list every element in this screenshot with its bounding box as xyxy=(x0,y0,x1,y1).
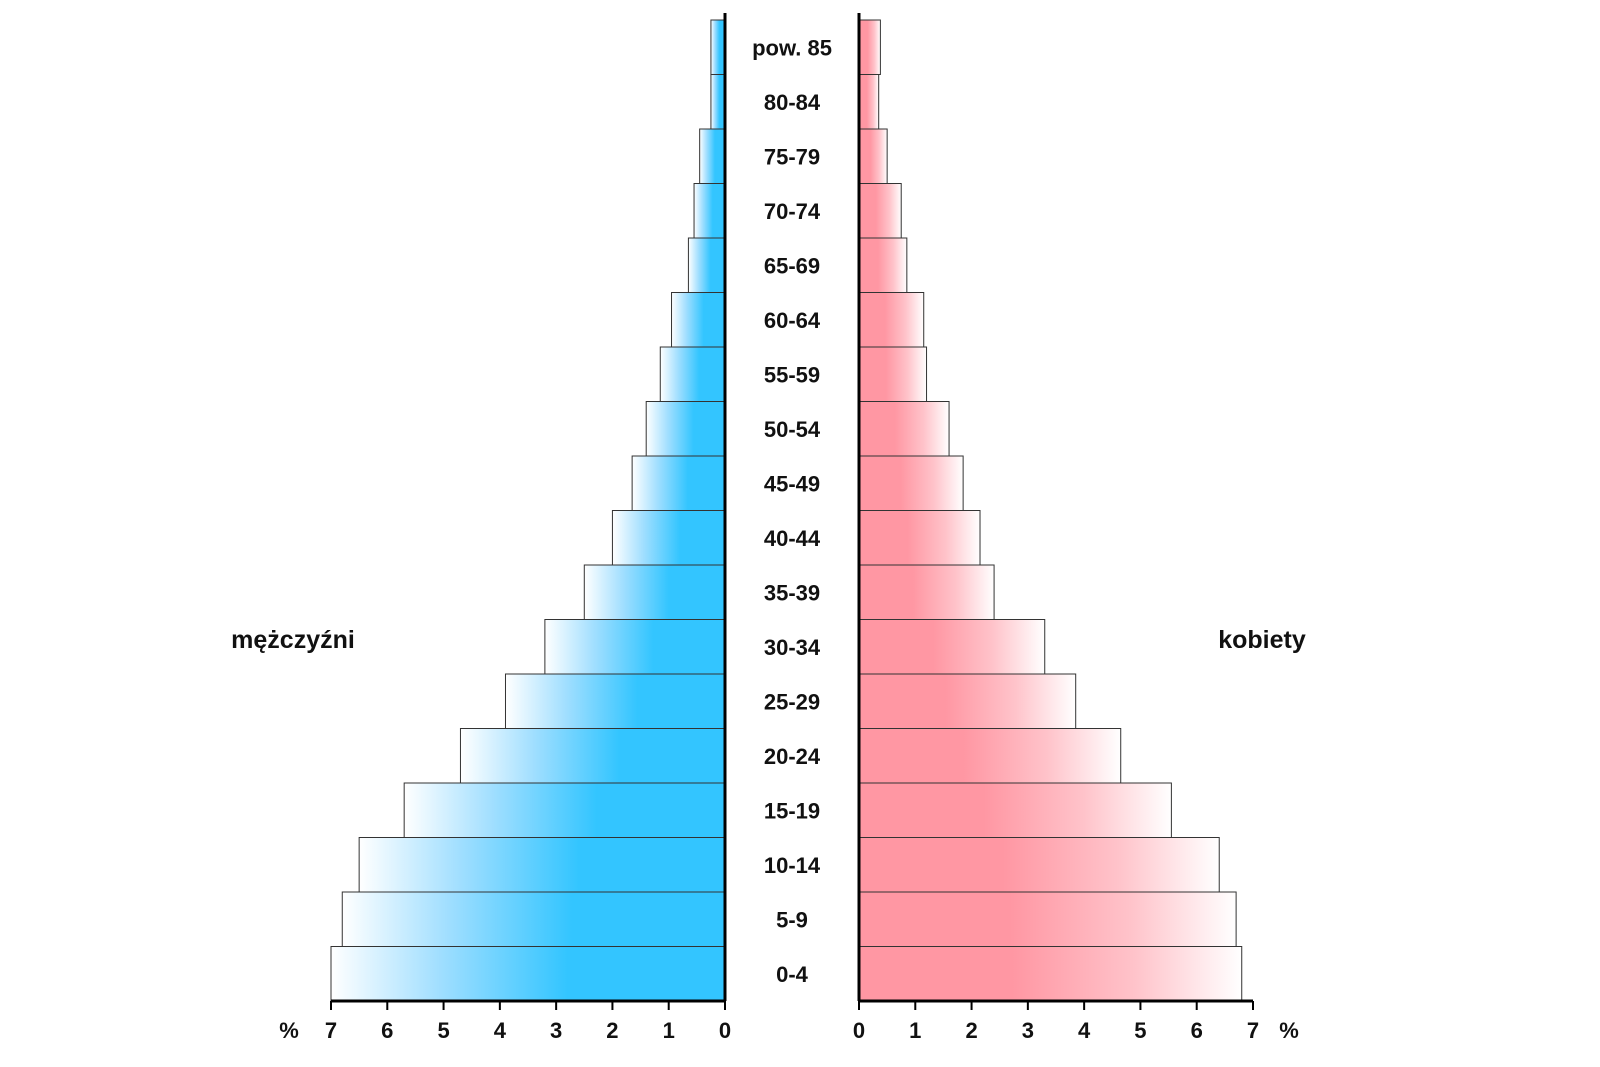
female-bar xyxy=(858,292,925,348)
age-group-label: 75-79 xyxy=(764,144,820,169)
age-group-label: 65-69 xyxy=(764,253,820,278)
male-bar xyxy=(687,237,726,293)
male-unit-label: % xyxy=(279,1018,299,1043)
age-group-label: 60-64 xyxy=(764,308,821,333)
age-group-label: 15-19 xyxy=(764,798,820,823)
female-bar xyxy=(858,237,908,293)
female-x-tick-label: 2 xyxy=(965,1018,977,1043)
male-x-tick-label: 1 xyxy=(663,1018,675,1043)
female-bar xyxy=(858,782,1172,838)
age-group-label: 30-34 xyxy=(764,635,821,660)
male-bar xyxy=(631,455,726,511)
female-bar xyxy=(858,401,950,457)
male-x-tick-label: 2 xyxy=(606,1018,618,1043)
age-group-label: 10-14 xyxy=(764,853,821,878)
female-side-label: kobiety xyxy=(1218,626,1306,654)
female-bar xyxy=(858,619,1046,675)
female-unit-label: % xyxy=(1279,1018,1299,1043)
female-bar xyxy=(858,128,888,184)
male-bar xyxy=(403,782,726,838)
female-bars xyxy=(858,19,1243,1002)
female-bar xyxy=(858,183,902,239)
male-bar xyxy=(583,564,726,620)
age-group-label: 55-59 xyxy=(764,362,820,387)
age-group-label: 40-44 xyxy=(764,526,821,551)
age-group-label: 50-54 xyxy=(764,417,821,442)
female-bar xyxy=(858,346,928,402)
axes: 0 0 1 1 2 2 3 3 4 4 5 5 6 6 7 7 xyxy=(325,13,1259,1043)
male-bars xyxy=(330,19,726,1002)
female-x-tick-label: 4 xyxy=(1078,1018,1091,1043)
female-x-tick-label: 5 xyxy=(1134,1018,1146,1043)
female-x-tick-label: 6 xyxy=(1191,1018,1203,1043)
age-group-label: 0-4 xyxy=(776,962,809,987)
age-group-label: 45-49 xyxy=(764,471,820,496)
age-group-label: pow. 85 xyxy=(752,35,832,60)
age-group-label: 70-74 xyxy=(764,199,821,224)
male-x-tick-label: 0 xyxy=(719,1018,731,1043)
female-bar xyxy=(858,728,1122,784)
male-bar xyxy=(341,891,726,947)
age-group-label: 80-84 xyxy=(764,90,821,115)
age-group-label: 35-39 xyxy=(764,580,820,605)
male-bar xyxy=(504,673,726,729)
male-bar xyxy=(710,74,726,130)
male-bar xyxy=(699,128,726,184)
age-group-label: 5-9 xyxy=(776,907,808,932)
male-bar xyxy=(693,183,726,239)
male-x-tick-label: 4 xyxy=(494,1018,507,1043)
male-bar xyxy=(544,619,726,675)
female-bar xyxy=(858,564,995,620)
male-x-tick-label: 6 xyxy=(381,1018,393,1043)
female-bar xyxy=(858,455,964,511)
male-bar xyxy=(330,946,726,1002)
male-bar xyxy=(710,19,726,75)
age-labels: 0-4 5-9 10-14 15-19 20-24 25-29 30-34 35-39 40-4… xyxy=(752,35,832,987)
male-bar xyxy=(671,292,726,348)
male-bar xyxy=(659,346,726,402)
female-bar xyxy=(858,837,1220,893)
female-x-tick-label: 1 xyxy=(909,1018,921,1043)
female-x-tick-label: 0 xyxy=(853,1018,865,1043)
female-x-tick-label: 3 xyxy=(1022,1018,1034,1043)
age-group-label: 25-29 xyxy=(764,689,820,714)
male-x-tick-label: 7 xyxy=(325,1018,337,1043)
female-bar xyxy=(858,510,981,566)
male-bar xyxy=(645,401,726,457)
female-bar xyxy=(858,891,1237,947)
age-group-label: 20-24 xyxy=(764,744,821,769)
male-bar xyxy=(611,510,726,566)
female-bar xyxy=(858,946,1243,1002)
male-bar xyxy=(358,837,726,893)
male-x-tick-label: 3 xyxy=(550,1018,562,1043)
female-bar xyxy=(858,19,881,75)
male-side-label: mężczyźni xyxy=(231,626,355,654)
male-x-tick-label: 5 xyxy=(437,1018,449,1043)
female-x-tick-label: 7 xyxy=(1247,1018,1259,1043)
female-bar xyxy=(858,74,880,130)
male-bar xyxy=(459,728,726,784)
female-bar xyxy=(858,673,1077,729)
